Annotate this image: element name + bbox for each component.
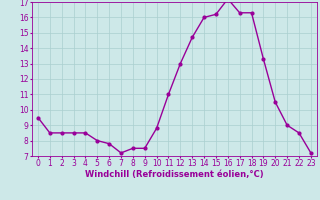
X-axis label: Windchill (Refroidissement éolien,°C): Windchill (Refroidissement éolien,°C) (85, 170, 264, 179)
